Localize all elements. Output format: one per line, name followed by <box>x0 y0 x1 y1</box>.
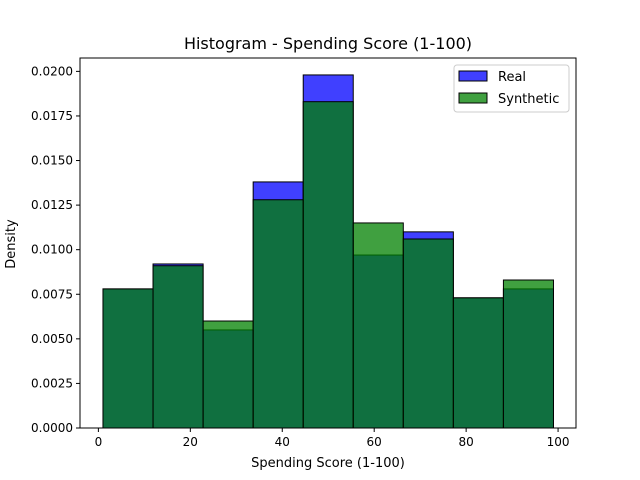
legend-label-synthetic: Synthetic <box>498 92 559 107</box>
bar-synthetic-7 <box>452 297 504 429</box>
y-tick-label: 0.0200 <box>31 64 73 78</box>
x-tick-label: 60 <box>367 435 382 449</box>
x-tick-label: 0 <box>95 435 103 449</box>
axes-frame <box>79 57 577 429</box>
bar-synthetic-3 <box>252 199 304 429</box>
bars-layer <box>102 74 554 429</box>
bar-synthetic-8 <box>502 279 554 429</box>
bar-synthetic-5 <box>352 222 404 429</box>
axis-ticks: 0 20 40 60 80 100 0.0000 0.0025 0.0050 0.0075 0.01… <box>31 64 570 449</box>
x-axis-label: Spending Score (1-100) <box>251 456 405 471</box>
y-tick-label: 0.0025 <box>31 376 73 390</box>
bar-synthetic-4 <box>302 101 354 429</box>
y-tick-label: 0.0100 <box>31 243 73 257</box>
x-tick-label: 80 <box>458 435 473 449</box>
bar-synthetic-0 <box>102 288 154 429</box>
y-tick-label: 0.0125 <box>31 198 73 212</box>
y-tick-label: 0.0150 <box>31 154 73 168</box>
y-axis-label: Density <box>4 219 19 269</box>
y-tick-label: 0.0175 <box>31 109 73 123</box>
legend-label-real: Real <box>498 70 526 85</box>
bar-synthetic-2 <box>202 320 254 429</box>
bar-synthetic-1 <box>152 265 204 429</box>
y-tick-label: 0.0075 <box>31 287 73 301</box>
legend: Real Synthetic <box>453 64 570 113</box>
x-tick-label: 100 <box>547 435 570 449</box>
y-tick-label: 0.0050 <box>31 332 73 346</box>
x-tick-label: 20 <box>183 435 198 449</box>
legend-swatch-synthetic <box>458 92 488 104</box>
bar-synthetic-6 <box>402 238 454 429</box>
chart-title: Histogram - Spending Score (1-100) <box>184 34 472 53</box>
y-tick-label: 0.0000 <box>31 421 73 435</box>
x-tick-label: 40 <box>275 435 290 449</box>
legend-swatch-real <box>458 70 488 82</box>
